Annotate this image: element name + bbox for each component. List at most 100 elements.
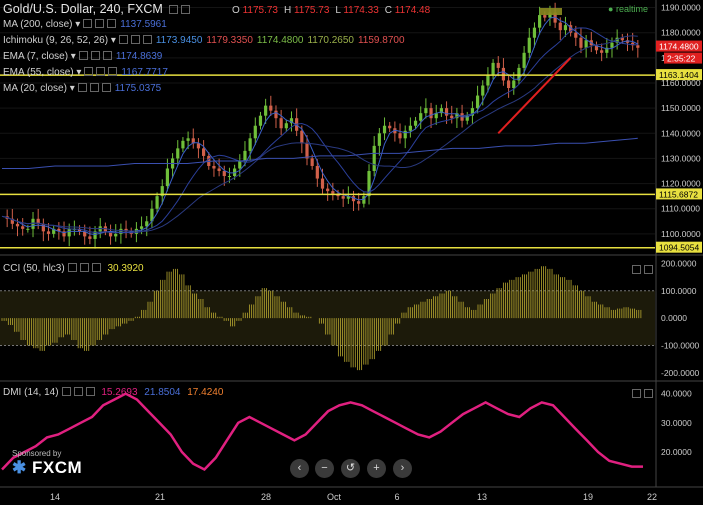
candle-body <box>620 37 624 41</box>
price-tick-label: 1180.0000 <box>661 28 701 38</box>
close-icon[interactable] <box>91 263 101 272</box>
candle-body <box>548 12 552 18</box>
eye-icon[interactable] <box>78 51 88 60</box>
legend-row[interactable]: MA (20, close) ▾ 1175.0375 <box>3 83 161 95</box>
candle-body <box>506 80 511 89</box>
settings-icon[interactable] <box>130 35 140 44</box>
ema-7-line <box>1 16 639 236</box>
candle-body <box>207 155 211 166</box>
candle-body <box>584 40 588 48</box>
candle-body <box>413 120 418 126</box>
realtime-indicator: ● realtime <box>608 4 648 14</box>
legend-name[interactable]: EMA (7, close) ▾ <box>3 51 76 62</box>
candle-body <box>429 108 433 119</box>
candle-body <box>486 75 490 86</box>
candle-body <box>455 113 459 119</box>
close-icon[interactable] <box>85 387 95 396</box>
zoom-in-button[interactable]: + <box>367 459 386 478</box>
legend-row[interactable]: EMA (7, close) ▾ 1174.8639 <box>3 51 162 63</box>
close-icon[interactable] <box>108 67 118 76</box>
legend-row[interactable]: Ichimoku (9, 26, 52, 26) ▾ 1173.9450 1179.… <box>3 35 405 47</box>
ohlc-value-H: 1175.73 <box>293 5 330 16</box>
close-icon[interactable] <box>142 35 152 44</box>
pane-move-icons[interactable] <box>629 389 653 399</box>
eye-icon[interactable] <box>61 387 71 396</box>
settings-icon[interactable] <box>90 51 100 60</box>
time-tick-label: 14 <box>50 492 60 502</box>
cci-legend[interactable]: CCI (50, hlc3) 30.3920 <box>3 263 144 274</box>
candle-body <box>600 50 604 53</box>
legend-row[interactable]: MA (200, close) ▾ 1137.5961 <box>3 19 167 31</box>
candle-body <box>181 140 185 149</box>
eye-icon[interactable] <box>118 35 128 44</box>
close-icon[interactable] <box>101 83 111 92</box>
candle-body <box>31 218 35 229</box>
pane-move-icons[interactable] <box>629 265 653 275</box>
settings-icon[interactable] <box>73 387 83 396</box>
time-tick-label: 19 <box>583 492 593 502</box>
move-up-icon[interactable] <box>632 265 641 274</box>
candle-body <box>605 47 609 53</box>
candle-body <box>538 15 542 28</box>
candle-body <box>522 52 526 68</box>
sponsor-label: Sponsored by <box>12 449 62 458</box>
candle-body <box>119 228 123 234</box>
close-icon[interactable] <box>181 5 191 14</box>
candle-body <box>610 42 614 48</box>
move-up-icon[interactable] <box>632 389 641 398</box>
legend-name[interactable]: MA (200, close) ▾ <box>3 19 81 30</box>
candle-body <box>517 67 521 81</box>
legend-value: 1167.7717 <box>121 67 168 78</box>
candle-body <box>331 191 335 194</box>
ohlc-value-C: 1174.48 <box>394 5 431 16</box>
reset-button[interactable]: ↺ <box>341 459 360 478</box>
candle-body <box>114 233 118 237</box>
close-icon[interactable] <box>102 51 112 60</box>
time-tick-label: 13 <box>477 492 487 502</box>
dmi-tick-label: 40.0000 <box>661 389 692 399</box>
cci-pane[interactable] <box>0 266 655 371</box>
countdown-bg <box>664 52 702 64</box>
settings-icon[interactable] <box>95 19 105 28</box>
fxcm-logo: ✱ FXCM <box>12 458 83 477</box>
candle-body <box>372 145 376 172</box>
candle-body <box>543 15 547 18</box>
settings-icon[interactable] <box>79 263 89 272</box>
move-down-icon[interactable] <box>644 389 653 398</box>
dmi-legend[interactable]: DMI (14, 14) 15.2693 21.8504 17.4240 <box>3 387 224 398</box>
legend-name[interactable]: EMA (55, close) ▾ <box>3 67 82 78</box>
scroll-left-button[interactable]: ‹ <box>290 459 309 478</box>
legend-name[interactable]: MA (20, close) ▾ <box>3 83 75 94</box>
candle-body <box>83 231 87 237</box>
scroll-right-button[interactable]: › <box>393 459 412 478</box>
close-icon[interactable] <box>107 19 117 28</box>
settings-icon[interactable] <box>169 5 179 14</box>
ema-55-line <box>1 35 638 232</box>
candle-body <box>403 130 407 139</box>
settings-icon[interactable] <box>89 83 99 92</box>
settings-icon[interactable] <box>96 67 106 76</box>
candle-body <box>631 42 635 46</box>
candle-body <box>10 218 14 224</box>
candle-body <box>52 228 56 234</box>
dmi-pane[interactable] <box>1 392 643 472</box>
eye-icon[interactable] <box>77 83 87 92</box>
move-down-icon[interactable] <box>644 265 653 274</box>
level-label-bg <box>656 69 702 81</box>
zoom-out-button[interactable]: − <box>315 459 334 478</box>
cci-band <box>0 290 655 346</box>
price-tick-label: 1130.0000 <box>661 153 701 163</box>
eye-icon[interactable] <box>83 19 93 28</box>
legend-row[interactable]: EMA (55, close) ▾ 1167.7717 <box>3 67 168 79</box>
candle-body <box>150 208 154 222</box>
candle-body <box>475 95 480 109</box>
candle-body <box>289 118 294 124</box>
legend-value: 1174.8639 <box>115 51 163 62</box>
eye-icon[interactable] <box>67 263 77 272</box>
candle-body <box>274 110 278 119</box>
legend-name[interactable]: Ichimoku (9, 26, 52, 26) ▾ <box>3 35 116 46</box>
eye-icon[interactable] <box>84 67 94 76</box>
level-label: 1115.6872 <box>659 189 698 199</box>
candle-body <box>222 171 226 177</box>
realtime-dot-icon: ● <box>608 4 614 14</box>
